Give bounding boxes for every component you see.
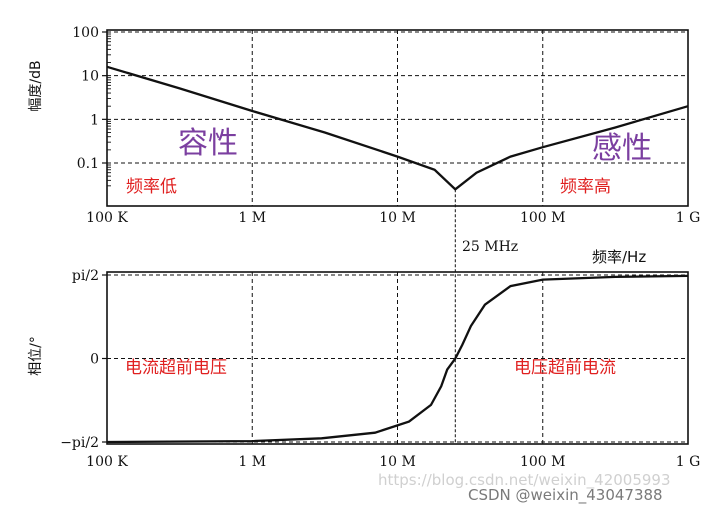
x-tick-label: 100 M: [520, 454, 566, 470]
x-tick-label: 1 G: [676, 454, 701, 470]
x-tick-label: 10 M: [379, 454, 416, 470]
x-tick-label: 10 M: [379, 210, 416, 226]
magnitude-grid: [107, 30, 688, 206]
phase-panel: 100 K 1 M 10 M 100 M 1 G pi/2 0 −pi/2 相位/° 电流超…: [28, 268, 700, 470]
magnitude-y-label: 幅度/dB: [28, 60, 44, 111]
phase-curve: [106, 274, 689, 444]
high-frequency-label: 频率高: [560, 177, 611, 197]
blog-watermark: https://blog.csdn.net/weixin_42005993: [378, 471, 671, 490]
current-leads-voltage-label: 电流超前电压: [125, 358, 227, 378]
csdn-watermark: CSDN @weixin_43047388: [468, 486, 663, 505]
y-tick-label: 1: [90, 112, 99, 128]
x-tick-label: 1 M: [238, 210, 266, 226]
capacitive-label: 容性: [178, 126, 238, 161]
phase-x-axis: 100 K 1 M 10 M 100 M 1 G: [86, 454, 700, 470]
y-tick-label: 100: [72, 25, 99, 41]
y-tick-label: 0: [90, 352, 99, 368]
x-tick-label: 1 M: [238, 454, 266, 470]
low-frequency-label: 频率低: [126, 177, 177, 197]
x-tick-label: 100 K: [86, 210, 128, 226]
y-tick-label: pi/2: [72, 268, 99, 284]
phase-y-label: 相位/°: [28, 336, 44, 376]
y-tick-label: −pi/2: [60, 435, 99, 451]
x-tick-label: 1 G: [676, 210, 701, 226]
resonance-frequency-label: 25 MHz: [462, 239, 518, 255]
x-tick-label: 100 M: [520, 210, 566, 226]
y-tick-label: 0.1: [77, 156, 99, 172]
inductive-label: 感性: [592, 131, 652, 166]
magnitude-y-axis: 100 10 1 0.1: [72, 25, 111, 187]
phase-y-axis: pi/2 0 −pi/2: [60, 268, 107, 451]
y-tick-label: 10: [81, 69, 99, 85]
phase-grid: [107, 272, 688, 444]
magnitude-x-axis: 100 K 1 M 10 M 100 M 1 G: [86, 210, 700, 226]
x-tick-label: 100 K: [86, 454, 128, 470]
voltage-leads-current-label: 电压超前电流: [514, 358, 616, 378]
magnitude-curve: [106, 65, 689, 191]
frequency-axis-label: 频率/Hz: [592, 248, 646, 266]
